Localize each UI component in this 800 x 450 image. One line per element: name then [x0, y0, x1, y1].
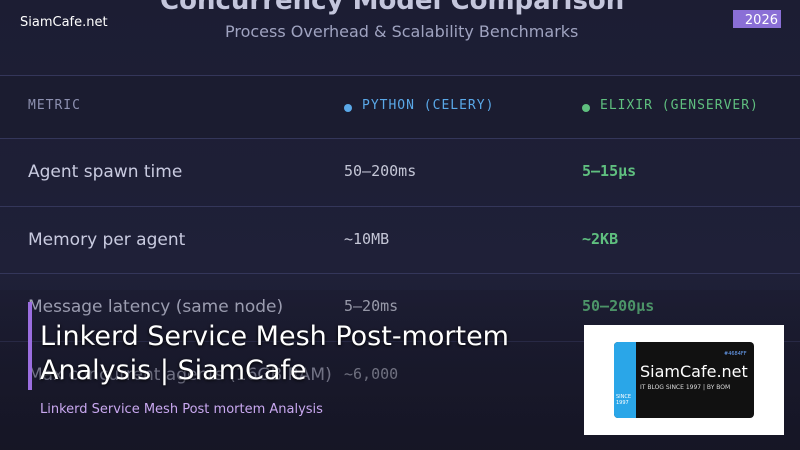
value-cell: 50–200ms — [344, 162, 417, 180]
row-divider — [0, 205, 800, 207]
row-divider — [0, 273, 800, 274]
year-badge: 2026 — [733, 10, 781, 28]
table-subtitle: Process Overhead & Scalability Benchmark… — [225, 22, 579, 41]
metric-cell: Memory per agent — [28, 229, 186, 250]
logo-name: SiamCafe.net — [640, 362, 748, 381]
logo-since: SINCE 1997 — [616, 394, 632, 406]
logo-card: SINCE 1997 #4684FF SiamCafe.net IT BLOG … — [584, 325, 784, 435]
value-cell: 5–15µs — [582, 162, 637, 180]
legend-dot — [582, 104, 590, 112]
value-cell: ~10MB — [344, 229, 390, 248]
post-subtitle: Linkerd Service Mesh Post mortem Analysi… — [40, 402, 323, 417]
row-divider — [0, 138, 800, 139]
table-header — [0, 76, 800, 138]
logo: SINCE 1997 #4684FF SiamCafe.net IT BLOG … — [614, 342, 754, 418]
column-header: ELIXIR (GENSERVER) — [600, 98, 759, 113]
legend-dot — [344, 104, 352, 112]
table-title: Concurrency Model Comparison — [160, 0, 625, 16]
divider — [0, 75, 800, 76]
logo-tagline: IT BLOG SINCE 1997 | BY BOM — [640, 384, 731, 391]
value-cell: ~2KB — [582, 229, 619, 248]
brand: SiamCafe.net — [20, 15, 108, 30]
logo-stripe — [614, 342, 636, 418]
accent-bar — [28, 302, 32, 390]
post-title: Linkerd Service Mesh Post-mortem Analysi… — [40, 321, 509, 386]
metric-cell: Agent spawn time — [28, 162, 183, 182]
column-header: PYTHON (CELERY) — [362, 98, 495, 113]
logo-code: #4684FF — [724, 351, 747, 357]
column-header: METRIC — [28, 98, 81, 113]
